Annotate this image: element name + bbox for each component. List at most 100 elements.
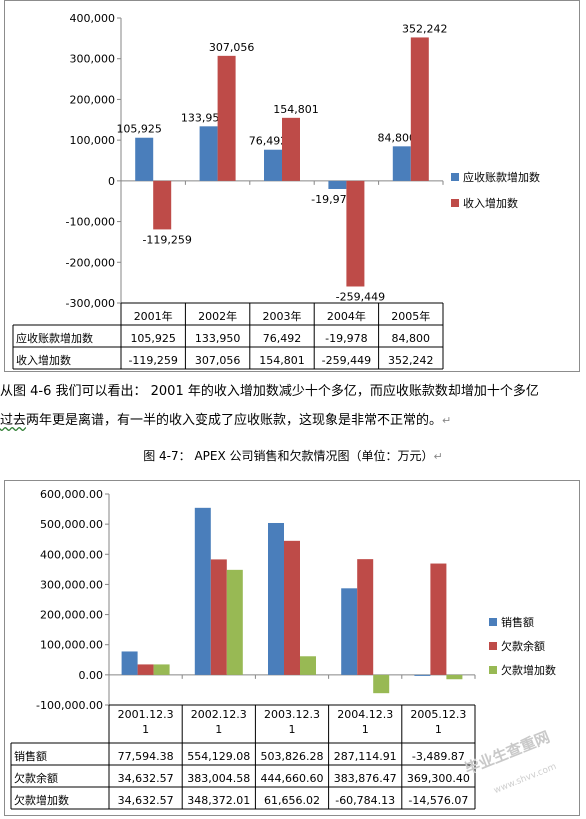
- legend-swatch-2: [489, 666, 497, 674]
- figure-caption-text: 图 4-7： APEX 公司销售和欠款情况图（单位：万元）: [143, 449, 434, 463]
- bar-欠款余额-0: [137, 664, 154, 675]
- table-cell: -60,784.13: [335, 794, 395, 807]
- bar-欠款增加数-0: [153, 664, 170, 675]
- table-cell: 154,801: [259, 354, 305, 367]
- bar-应收账款增加数-1: [199, 126, 218, 181]
- table-cell: 503,826.28: [261, 750, 324, 763]
- data-label: -19,978: [311, 193, 353, 206]
- y-tick-label: 500,000.00: [40, 518, 103, 531]
- y-tick-label: -200,000: [66, 256, 115, 269]
- paragraph-text-1: 从图 4-6 我们可以看出： 2001 年的收入增加数减少十个多亿，而应收账款数…: [0, 384, 539, 399]
- table-cell: 77,594.38: [118, 750, 174, 763]
- bar-收入增加数-4: [410, 37, 429, 181]
- table-cell: 307,056: [195, 354, 241, 367]
- y-tick-label: 400,000: [70, 12, 116, 25]
- legend-label: 欠款余额: [501, 639, 545, 653]
- receivables-vs-revenue-chart: 400,000 300,000 200,000 100,000 0 -100,000 -20…: [4, 0, 580, 372]
- bar-应收账款增加数-0: [135, 137, 154, 181]
- table-cell: -14,576.07: [408, 794, 468, 807]
- legend-swatch-1: [451, 199, 459, 207]
- y-tick-label: 300,000.00: [40, 578, 103, 591]
- legend-label: 销售额: [501, 615, 534, 629]
- category-label: 1: [362, 723, 369, 736]
- bar-销售额-1: [194, 507, 211, 675]
- table-row-header: 欠款增加数: [14, 793, 69, 807]
- data-label: 352,242: [402, 22, 448, 35]
- bar-收入增加数-3: [346, 180, 365, 287]
- legend-swatch-1: [489, 642, 497, 650]
- y-tick-label: -300,000: [66, 297, 115, 310]
- bar-欠款余额-4: [430, 563, 447, 675]
- caption-paragraph-mark-icon: ↵: [433, 450, 443, 463]
- category-label: 1: [289, 723, 296, 736]
- chart-1-svg: 400,000 300,000 200,000 100,000 0 -100,000 -20…: [12, 12, 540, 370]
- bar-欠款余额-3: [357, 559, 374, 675]
- table-cell: 352,242: [388, 354, 434, 367]
- category-label: 2001年: [134, 309, 173, 323]
- bar-应收账款增加数-2: [264, 149, 282, 181]
- y-tick-label: 100,000: [70, 134, 116, 147]
- bar-欠款增加数-2: [300, 656, 316, 675]
- category-label: 2004年: [327, 309, 366, 323]
- bar-收入增加数-2: [282, 117, 300, 181]
- category-label: 2001.12.3: [118, 708, 174, 721]
- table-row-header: 销售额: [14, 749, 47, 763]
- bar-销售额-2: [268, 522, 284, 675]
- data-label: -119,259: [142, 233, 191, 246]
- bar-销售额-0: [121, 651, 138, 675]
- category-label: 2004.12.3: [337, 708, 393, 721]
- data-label: -259,449: [336, 290, 385, 303]
- table-cell: 105,925: [130, 332, 176, 345]
- chart-2-svg: 600,000.00 500,000.00 400,000.00 300,000.00…: [10, 488, 556, 810]
- bar-销售额-4: [414, 674, 431, 676]
- table-cell: 369,300.40: [407, 772, 470, 785]
- paragraph-text-2a: 过去: [0, 413, 27, 428]
- table-cell: 61,656.02: [264, 794, 320, 807]
- bar-收入增加数-1: [217, 55, 236, 181]
- bar-欠款增加数-3: [373, 674, 390, 694]
- bar-欠款余额-1: [210, 559, 227, 675]
- table-cell: -19,978: [325, 332, 367, 345]
- table-cell: 287,114.91: [334, 750, 397, 763]
- bar-应收账款增加数-3: [328, 180, 347, 189]
- y-tick-label: 400,000.00: [40, 548, 103, 561]
- table-cell: 383,876.47: [334, 772, 397, 785]
- data-label: 307,056: [209, 41, 255, 54]
- legend-swatch-0: [489, 618, 497, 626]
- analysis-paragraph-line-1: 从图 4-6 我们可以看出： 2001 年的收入增加数减少十个多亿，而应收账款数…: [0, 384, 539, 400]
- table-cell: 133,950: [195, 332, 241, 345]
- legend-label: 收入增加数: [463, 196, 518, 210]
- bar-欠款增加数-4: [446, 674, 463, 680]
- y-tick-label: 300,000: [70, 53, 116, 66]
- paragraph-text-2b: 两年更是离谱，有一半的收入变成了应收账款，这现象是非常不正常的。: [26, 413, 443, 428]
- table-cell: 84,800: [392, 332, 431, 345]
- table-cell: 34,632.57: [118, 772, 174, 785]
- legend-label: 欠款增加数: [501, 663, 556, 677]
- figure-caption: 图 4-7： APEX 公司销售和欠款情况图（单位：万元）↵: [0, 447, 586, 464]
- data-label: 105,925: [116, 123, 162, 136]
- table-cell: 444,660.60: [261, 772, 324, 785]
- table-row-header: 欠款余额: [14, 771, 58, 785]
- bar-收入增加数-0: [153, 180, 172, 230]
- category-label: 2005年: [391, 309, 430, 323]
- table-cell: 34,632.57: [118, 794, 174, 807]
- y-tick-label: 0.00: [79, 669, 104, 682]
- y-tick-label: 600,000.00: [40, 488, 103, 501]
- category-label: 2003年: [263, 309, 302, 323]
- category-label: 2002.12.3: [191, 708, 247, 721]
- data-label: 84,800: [378, 131, 417, 144]
- y-tick-label: 200,000.00: [40, 609, 103, 622]
- category-label: 2002年: [198, 309, 237, 323]
- table-cell: 554,129.08: [187, 750, 250, 763]
- data-label: 154,801: [273, 103, 319, 116]
- y-tick-label: 0: [108, 175, 115, 188]
- legend-swatch-0: [451, 173, 459, 181]
- paragraph-mark-icon: ↵: [442, 414, 452, 427]
- table-cell: 76,492: [263, 332, 302, 345]
- category-label: 1: [435, 723, 442, 736]
- bar-应收账款增加数-4: [392, 146, 411, 181]
- table-row-header: 应收账款增加数: [16, 331, 93, 345]
- table-cell: -119,259: [128, 354, 177, 367]
- category-label: 2005.12.3: [410, 708, 466, 721]
- table-cell: -3,489.87: [412, 750, 465, 763]
